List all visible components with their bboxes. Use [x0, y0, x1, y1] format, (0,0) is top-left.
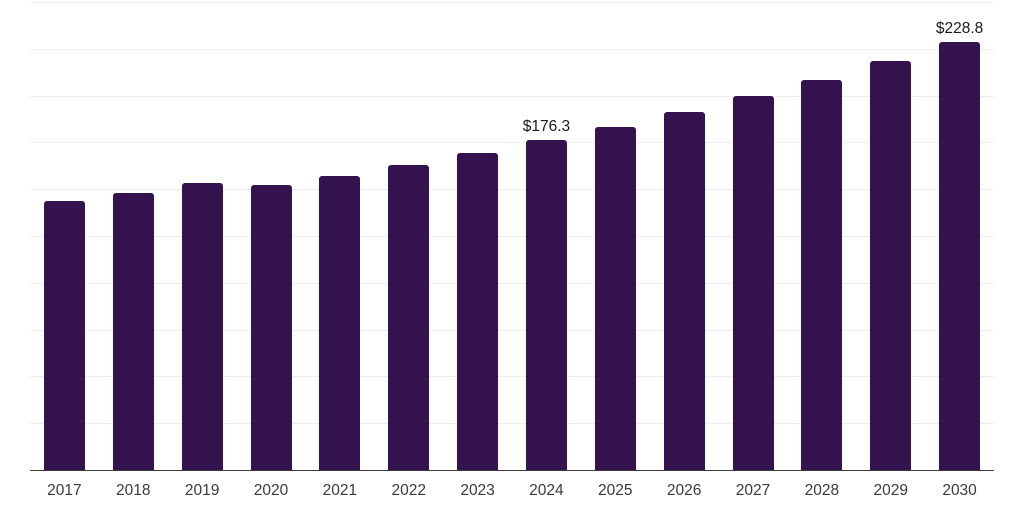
gridline-y50 — [30, 376, 994, 378]
x-tick-label-2023: 2023 — [460, 482, 495, 499]
bar-2026 — [663, 111, 705, 470]
gridline-y100 — [30, 282, 994, 284]
x-tick-label-2020: 2020 — [253, 482, 289, 499]
x-tick-label-2024: 2024 — [529, 482, 564, 499]
gridline-y225 — [30, 48, 994, 50]
gridline-y25 — [30, 423, 994, 425]
bar-2025 — [594, 127, 636, 470]
gridline-y175 — [30, 142, 994, 144]
bar-2028 — [801, 80, 843, 470]
x-tick-label-2018: 2018 — [116, 482, 151, 499]
data-label-2024: $176.3 — [522, 117, 571, 135]
bar-2017 — [43, 201, 85, 470]
x-axis-line — [30, 469, 994, 471]
gridline-y200 — [30, 95, 994, 97]
x-tick-label-2025: 2025 — [598, 482, 633, 499]
x-tick-label-2030: 2030 — [942, 482, 977, 499]
bar-2029 — [870, 60, 912, 470]
data-label-2030: $228.8 — [935, 19, 984, 37]
x-tick-label-2026: 2026 — [666, 482, 702, 499]
bar-2023 — [457, 153, 499, 470]
x-tick-label-2017: 2017 — [47, 482, 82, 499]
gridline-y75 — [30, 329, 994, 331]
gridline-y125 — [30, 236, 994, 237]
bar-2018 — [112, 192, 154, 470]
bar-2022 — [388, 165, 430, 470]
x-tick-label-2029: 2029 — [873, 482, 908, 499]
bar-2020 — [250, 184, 292, 470]
x-tick-label-2021: 2021 — [322, 482, 358, 499]
bar-2030 — [939, 41, 981, 470]
x-tick-label-2019: 2019 — [184, 482, 220, 499]
gridline-y250 — [30, 2, 994, 3]
gridline-y150 — [30, 189, 994, 191]
x-tick-label-2027: 2027 — [735, 482, 771, 499]
x-tick-label-2022: 2022 — [391, 482, 426, 499]
bar-2019 — [181, 182, 223, 470]
bar-2021 — [319, 176, 361, 470]
bar-2027 — [732, 95, 774, 470]
bar-2024 — [525, 139, 567, 470]
x-tick-label-2028: 2028 — [804, 482, 840, 499]
